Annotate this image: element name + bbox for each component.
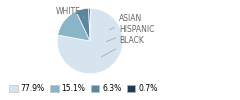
Text: BLACK: BLACK (102, 36, 144, 57)
Text: WHITE: WHITE (55, 7, 84, 17)
Wedge shape (57, 8, 123, 74)
Wedge shape (89, 8, 90, 41)
Legend: 77.9%, 15.1%, 6.3%, 0.7%: 77.9%, 15.1%, 6.3%, 0.7% (6, 81, 161, 96)
Wedge shape (76, 8, 90, 41)
Wedge shape (58, 11, 90, 41)
Text: HISPANIC: HISPANIC (106, 25, 154, 42)
Text: ASIAN: ASIAN (109, 14, 142, 30)
